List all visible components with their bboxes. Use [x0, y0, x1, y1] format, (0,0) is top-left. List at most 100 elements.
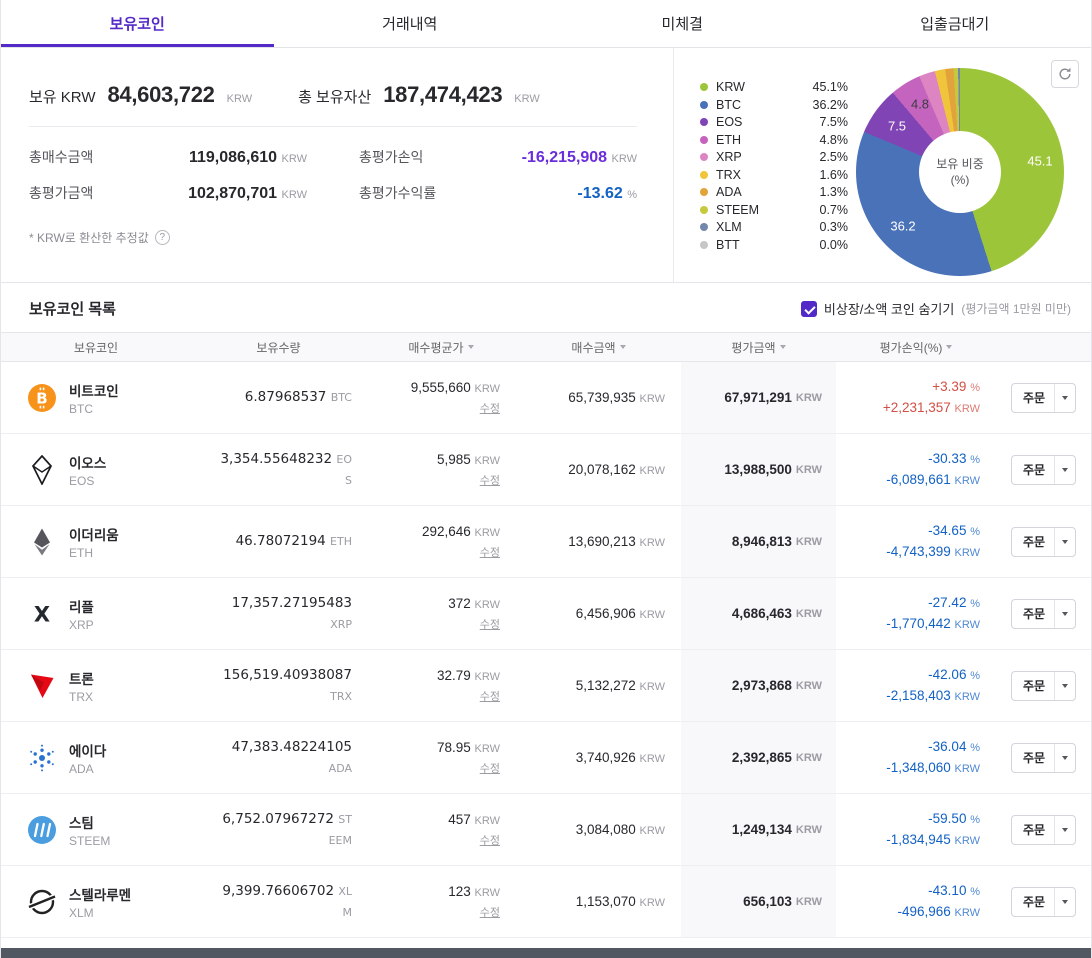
- slice-label-btc: 36.2: [890, 218, 916, 234]
- quantity-value: 156,519.40938087: [223, 667, 352, 684]
- profit-loss-amount-unit: KRW: [954, 546, 980, 559]
- profit-loss-percent: -43.10: [928, 882, 967, 898]
- steem-coin-icon: [27, 815, 57, 845]
- col-header-profit-loss[interactable]: 평가손익(%): [836, 333, 996, 361]
- legend-percent: 0.3%: [819, 220, 849, 234]
- edit-avg-price-link[interactable]: 수정: [479, 762, 500, 775]
- quantity-cell: 6.87968537 BTC: [191, 387, 366, 407]
- edit-avg-price-link[interactable]: 수정: [479, 546, 500, 559]
- order-button[interactable]: 주문: [1010, 454, 1077, 485]
- eval-amount-cell: 2,392,865 KRW: [681, 722, 836, 793]
- table-body: B 비트코인 BTC 6.87968537 BTC 9,555,660 KRW …: [1, 362, 1091, 938]
- table-row-eth: 이더리움 ETH 46.78072194 ETH 292,646 KRW 수정 …: [1, 506, 1091, 578]
- total-buy-amount-label: 총매수금액: [29, 149, 94, 165]
- help-icon[interactable]: ?: [154, 230, 170, 245]
- order-button[interactable]: 주문: [1010, 382, 1077, 413]
- avg-buy-price-unit: KRW: [474, 670, 500, 683]
- coin-names: 트론 TRX: [69, 668, 94, 704]
- edit-avg-price-link[interactable]: 수정: [479, 906, 500, 919]
- profit-loss-percent: +3.39: [932, 378, 967, 394]
- col-header-buy-amount[interactable]: 매수금액: [516, 333, 681, 361]
- order-caret-box: [1054, 815, 1075, 844]
- tab-open-orders[interactable]: 미체결: [546, 0, 819, 47]
- chevron-down-icon: [1062, 611, 1069, 616]
- hide-small-coins-filter[interactable]: 비상장/소액 코인 숨기기 (평가금액 1만원 미만): [800, 299, 1071, 318]
- order-button-label: 주문: [1022, 463, 1046, 477]
- total-asset-label: 총 보유자산: [298, 89, 372, 106]
- order-button[interactable]: 주문: [1010, 814, 1077, 845]
- order-cell: 주문: [996, 382, 1091, 413]
- col-header-quantity-label: 보유수량: [256, 340, 301, 355]
- profit-loss-amount-unit: KRW: [954, 618, 980, 631]
- tab-deposit-withdraw-pending[interactable]: 입출금대기: [819, 0, 1092, 47]
- total-asset-value: 187,474,423: [383, 82, 503, 107]
- coin-symbol: XLM: [69, 905, 94, 920]
- sort-caret-icon: [946, 345, 953, 349]
- edit-avg-price-link[interactable]: 수정: [479, 690, 500, 703]
- order-button[interactable]: 주문: [1010, 598, 1077, 629]
- avg-buy-price-value: 9,555,660: [410, 379, 471, 395]
- order-button-label: 주문: [1022, 679, 1046, 693]
- buy-amount-value: 3,084,080: [575, 822, 636, 837]
- order-button[interactable]: 주문: [1010, 670, 1077, 701]
- xrp-coin-icon: X: [27, 599, 57, 629]
- buy-amount-cell: 1,153,070 KRW: [516, 894, 681, 909]
- col-header-buy-amount-label: 매수금액: [571, 340, 616, 355]
- quantity-value: 3,354.55648232: [220, 451, 333, 468]
- coin-cell: 이오스 EOS: [1, 452, 191, 488]
- eval-amount-cell: 1,249,134 KRW: [681, 794, 836, 865]
- order-button[interactable]: 주문: [1010, 742, 1077, 773]
- legend-color-dot: [700, 83, 708, 91]
- holding-krw: 보유 KRW 84,603,722 KRW: [29, 82, 252, 108]
- quantity-cell: 17,357.27195483 XRP: [191, 593, 366, 634]
- edit-avg-price-link[interactable]: 수정: [479, 474, 500, 487]
- edit-avg-price-link[interactable]: 수정: [479, 834, 500, 847]
- refresh-button[interactable]: [1051, 60, 1079, 88]
- coin-name: 스텔라루멘: [69, 887, 132, 903]
- eval-amount-unit: KRW: [795, 751, 822, 764]
- buy-amount-unit: KRW: [639, 609, 665, 621]
- order-cell: 주문: [996, 742, 1091, 773]
- profit-loss-percent: -42.06: [928, 666, 967, 682]
- col-header-profit-loss-label: 평가손익(%): [879, 340, 943, 355]
- avg-buy-price-value: 5,985: [436, 451, 471, 467]
- col-header-avg-buy-price-label: 매수평균가: [408, 340, 464, 355]
- legend-coin-label: ETH: [716, 132, 741, 147]
- holdings-donut-chart: 보유 비중 (%) 45.1 36.2 7.5 4.8: [856, 68, 1064, 276]
- eval-amount-value: 13,988,500: [724, 462, 792, 477]
- total-return-rate: 총평가수익률 -13.62 %: [359, 183, 637, 203]
- eos-coin-icon: [27, 454, 57, 485]
- profit-loss-percent-unit: %: [970, 813, 980, 826]
- coin-cell: B 비트코인 BTC: [1, 380, 191, 416]
- total-eval-amount-label: 총평가금액: [29, 185, 94, 201]
- slice-label-krw: 45.1: [1027, 153, 1053, 169]
- edit-avg-price-link[interactable]: 수정: [479, 618, 500, 631]
- refresh-icon: [1059, 67, 1071, 80]
- edit-avg-price-link[interactable]: 수정: [479, 402, 500, 415]
- coin-name: 이더리움: [69, 527, 119, 543]
- tab-trade-history[interactable]: 거래내역: [274, 0, 547, 47]
- col-header-eval-amount[interactable]: 평가금액: [681, 333, 836, 361]
- col-header-order-spacer: [996, 333, 1091, 361]
- profit-loss-amount-unit: KRW: [954, 906, 980, 919]
- hide-small-coins-checkbox[interactable]: [800, 300, 817, 317]
- order-button[interactable]: 주문: [1010, 526, 1077, 557]
- legend-item: XLM 0.3%: [700, 220, 848, 234]
- tab-holdings[interactable]: 보유코인: [1, 0, 274, 47]
- holdings-table: 보유코인 보유수량 매수평균가 매수금액 평가금액 평가손익(%) B 비트코인…: [1, 332, 1091, 938]
- legend-percent: 1.3%: [819, 185, 849, 199]
- order-button[interactable]: 주문: [1010, 886, 1077, 917]
- table-row-btc: B 비트코인 BTC 6.87968537 BTC 9,555,660 KRW …: [1, 362, 1091, 434]
- table-row-xlm: 스텔라루멘 XLM 9,399.76606702 XLM 123 KRW 수정 …: [1, 866, 1091, 938]
- col-header-avg-buy-price[interactable]: 매수평균가: [366, 333, 516, 361]
- total-return-rate-unit: %: [627, 189, 637, 201]
- avg-buy-price-unit: KRW: [474, 598, 500, 611]
- filter-note: (평가금액 1만원 미만): [961, 302, 1071, 316]
- buy-amount-cell: 20,078,162 KRW: [516, 462, 681, 477]
- order-cell: 주문: [996, 814, 1091, 845]
- eval-amount-cell: 13,988,500 KRW: [681, 434, 836, 505]
- profit-loss-cell: -30.33 % -6,089,661 KRW: [836, 449, 996, 491]
- eval-amount-unit: KRW: [795, 679, 822, 692]
- buy-amount-value: 13,690,213: [568, 534, 636, 549]
